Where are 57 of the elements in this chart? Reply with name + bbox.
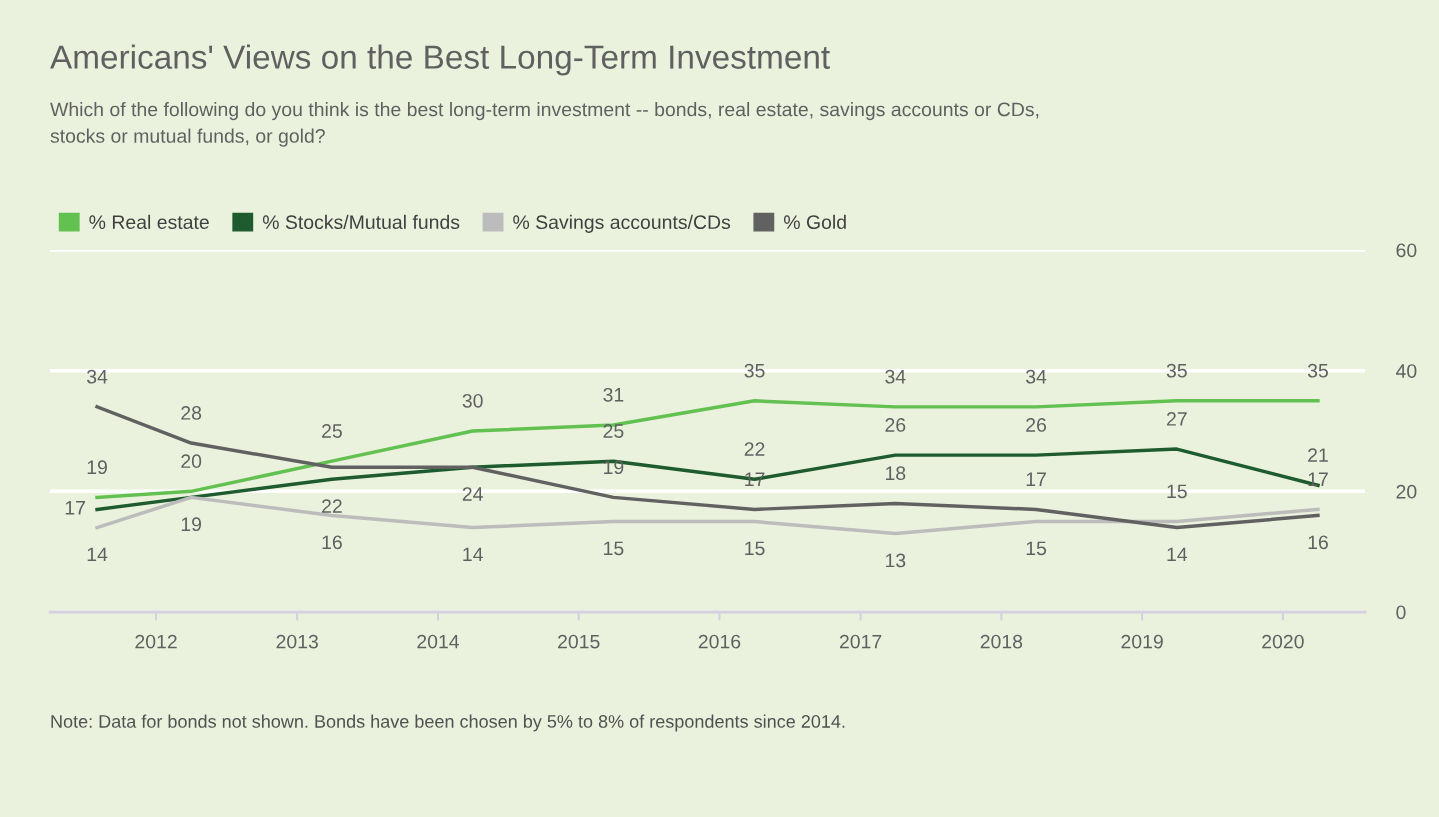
data-label: 17 xyxy=(65,501,85,515)
data-label: 16 xyxy=(1308,535,1328,550)
chart-title: Americans' Views on the Best Long-Term Investment xyxy=(50,44,830,76)
data-label: 22 xyxy=(744,442,765,456)
x-tick-label: 2013 xyxy=(276,634,318,649)
data-label: 15 xyxy=(604,541,624,556)
data-label: 14 xyxy=(1167,547,1188,562)
data-label: 15 xyxy=(1026,541,1047,556)
x-tick-label: 2012 xyxy=(135,634,177,649)
y-tick-label: 20 xyxy=(1396,484,1417,499)
data-label: 34 xyxy=(86,369,108,384)
y-tick-label: 60 xyxy=(1396,243,1417,258)
data-label: 17 xyxy=(1308,472,1328,486)
data-label: 35 xyxy=(744,363,765,378)
data-label: 24 xyxy=(462,487,483,501)
data-label: 17 xyxy=(745,472,765,486)
data-label: 26 xyxy=(1026,418,1047,432)
data-label: 27 xyxy=(1166,412,1187,426)
x-tick-label: 2019 xyxy=(1121,634,1163,649)
data-label: 31 xyxy=(603,387,624,402)
data-label: 15 xyxy=(745,541,765,556)
data-label: 21 xyxy=(1308,448,1328,462)
data-label: 19 xyxy=(604,460,624,475)
data-label: 14 xyxy=(87,547,108,562)
data-label: 22 xyxy=(322,499,342,513)
data-label: 20 xyxy=(181,454,202,469)
data-label: 35 xyxy=(1166,363,1187,378)
legend-label: % Gold xyxy=(783,214,846,230)
data-label: 34 xyxy=(885,369,906,384)
data-label: 25 xyxy=(603,424,624,438)
data-label: 15 xyxy=(1167,484,1187,499)
data-label: 19 xyxy=(87,460,107,475)
chart-subtitle: Which of the following do you think is the best long-term investment -- bonds, real estate, savings accounts or CDs, stocks or mutual funds, or gold? xyxy=(50,102,1039,147)
legend-label: % Real estate xyxy=(89,214,209,230)
x-tick-label: 2014 xyxy=(417,634,460,649)
data-label: 30 xyxy=(462,393,483,408)
x-tick-label: 2018 xyxy=(980,634,1023,649)
legend-label: % Stocks/Mutual funds xyxy=(262,214,460,230)
data-label: 18 xyxy=(885,466,906,481)
data-label: 28 xyxy=(181,406,202,420)
data-label: 13 xyxy=(885,553,906,568)
x-tick-label: 2020 xyxy=(1262,634,1304,649)
y-tick-label: 40 xyxy=(1396,364,1417,378)
data-label: 34 xyxy=(1025,369,1047,384)
data-label: 16 xyxy=(322,535,342,550)
data-label: 35 xyxy=(1307,363,1328,378)
data-label: 25 xyxy=(322,424,342,438)
x-tick-label: 2017 xyxy=(839,634,882,649)
y-tick-label: 0 xyxy=(1396,605,1406,620)
text: Note: Data for bonds not shown. Bonds have been chosen by 5% to 8% of respondents since 2014. xyxy=(51,714,845,732)
data-label: 26 xyxy=(885,418,906,432)
data-label: 19 xyxy=(181,517,202,532)
legend-label: % Savings accounts/CDs xyxy=(513,214,731,233)
data-label: 14 xyxy=(463,547,483,562)
data-label: 17 xyxy=(1026,472,1046,486)
x-tick-label: 2016 xyxy=(698,634,741,649)
x-tick-label: 2015 xyxy=(558,634,600,649)
